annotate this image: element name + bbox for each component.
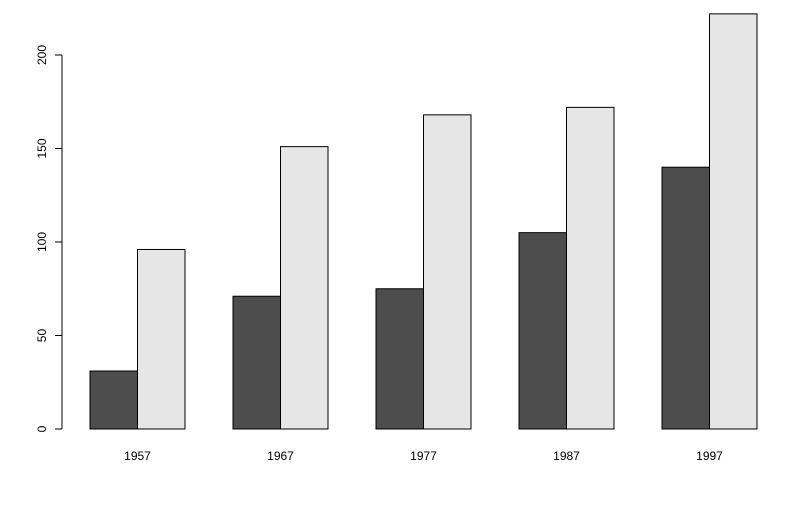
y-axis: 0 50 100 150 200: [35, 45, 63, 432]
bar-1977-series-2: [423, 114, 472, 430]
bar-1977-series-1: [375, 288, 424, 430]
bar-1967-series-1: [232, 295, 281, 430]
bars-layer: [89, 13, 758, 430]
y-tick-label: 50: [35, 329, 49, 343]
bar-1997-series-2: [709, 13, 758, 430]
bar-1997-series-1: [661, 166, 710, 430]
y-tick-label: 200: [35, 45, 49, 65]
bar-1987-series-2: [566, 106, 615, 430]
y-tick-label: 150: [35, 138, 49, 158]
y-tick-label: 100: [35, 232, 49, 252]
x-tick-label: 1967: [267, 449, 294, 463]
bar-1987-series-1: [518, 232, 567, 430]
x-axis-labels: 1957 1967 1977 1987 1997: [124, 449, 723, 463]
y-tick-label: 0: [35, 425, 49, 432]
x-tick-label: 1997: [696, 449, 723, 463]
x-tick-label: 1987: [553, 449, 580, 463]
x-tick-label: 1957: [124, 449, 151, 463]
x-tick-label: 1977: [410, 449, 437, 463]
bar-1967-series-2: [280, 146, 329, 430]
bar-1957-series-2: [137, 248, 186, 430]
bar-1957-series-1: [89, 370, 138, 430]
